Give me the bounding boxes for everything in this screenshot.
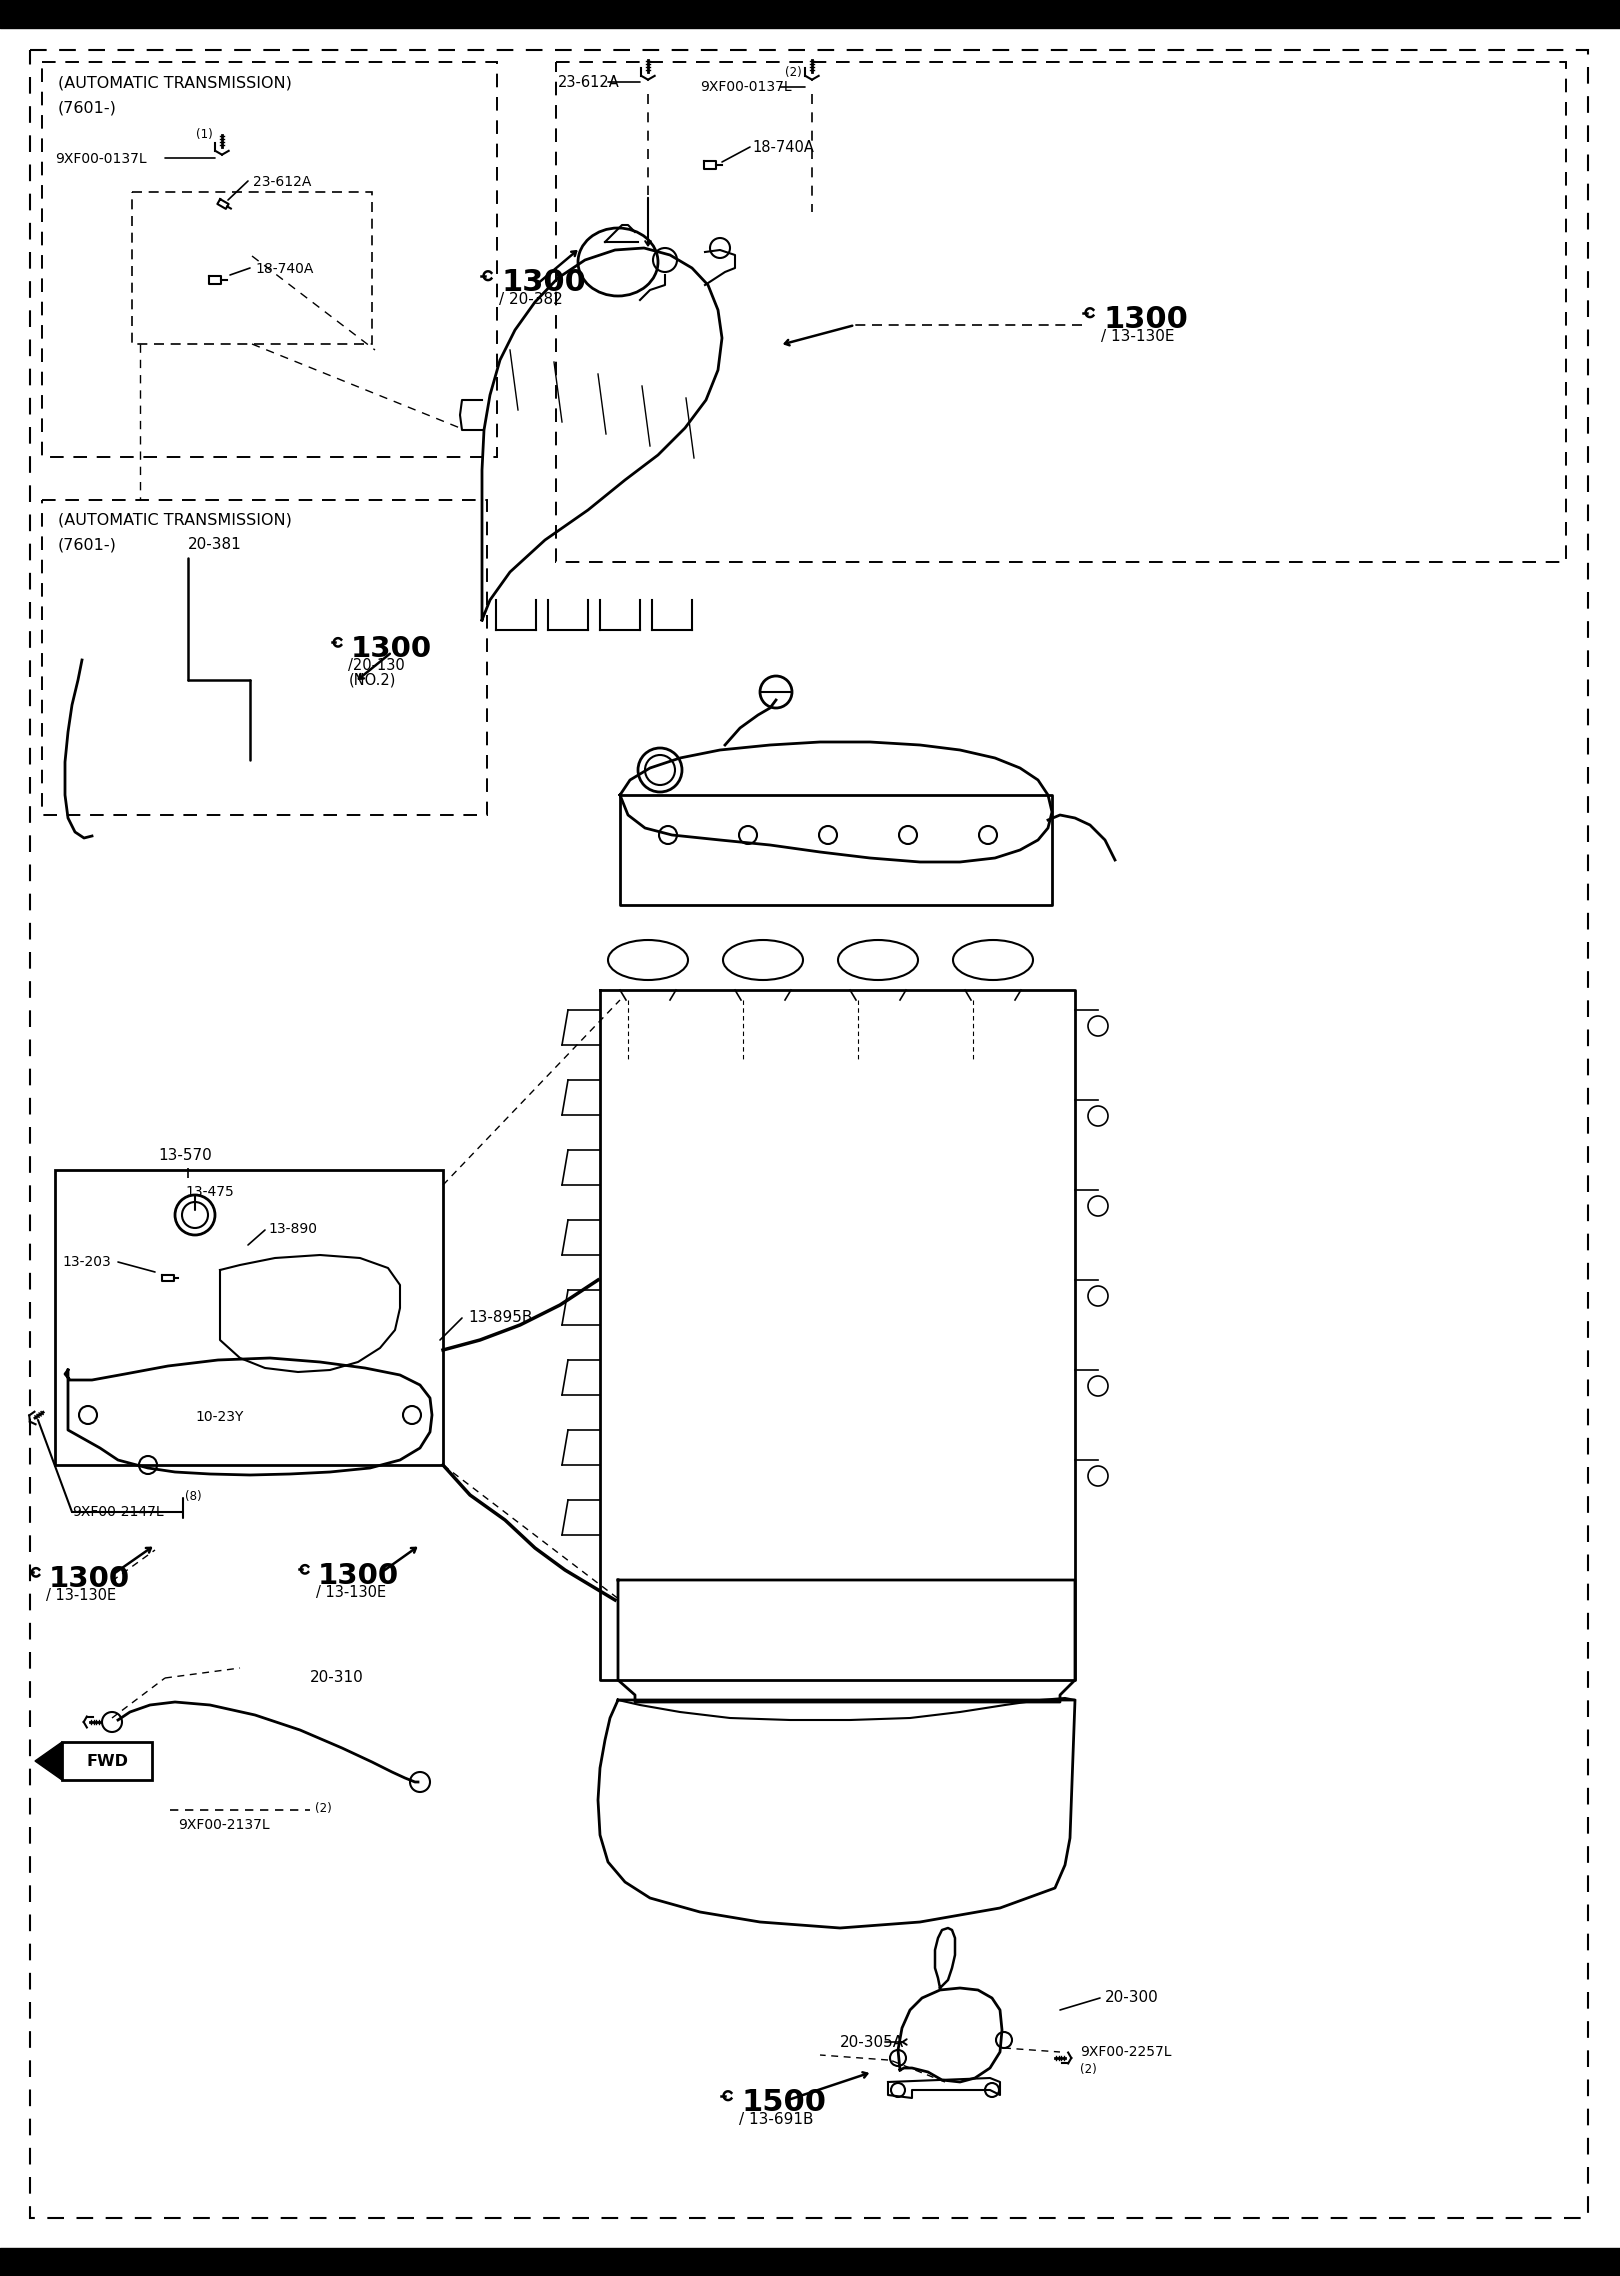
Text: / 13-130E: / 13-130E (47, 1589, 117, 1602)
Text: (NO.2): (NO.2) (348, 674, 395, 687)
Bar (42, 61, 497, 457)
Text: 20-305A: 20-305A (841, 2035, 904, 2051)
Text: 18-740A: 18-740A (752, 141, 813, 155)
Text: 9XF00-0137L: 9XF00-0137L (55, 152, 147, 166)
Text: 13-570: 13-570 (159, 1147, 212, 1163)
Bar (131, 191, 373, 344)
Text: 1300: 1300 (49, 1566, 130, 1593)
Text: 9XF00-2257L: 9XF00-2257L (1081, 2046, 1171, 2060)
Text: (8): (8) (185, 1491, 201, 1502)
Text: FWD: FWD (86, 1753, 128, 1768)
Text: (2): (2) (1081, 2062, 1097, 2076)
FancyBboxPatch shape (62, 1741, 152, 1780)
Text: /20-130: /20-130 (348, 658, 405, 674)
Text: 20-310: 20-310 (309, 1671, 364, 1684)
Text: 9XF00-0137L: 9XF00-0137L (700, 80, 792, 93)
Text: (7601-): (7601-) (58, 100, 117, 116)
Text: / 20-382: / 20-382 (499, 291, 562, 307)
Text: 1300: 1300 (350, 635, 431, 662)
Text: 13-895B: 13-895B (468, 1311, 533, 1325)
Text: 13-203: 13-203 (62, 1254, 110, 1270)
Text: 20-300: 20-300 (1105, 1989, 1158, 2005)
Text: / 13-130E: / 13-130E (1102, 330, 1174, 344)
Text: 10-23Y: 10-23Y (194, 1411, 243, 1425)
Polygon shape (36, 1741, 62, 1780)
Text: 1300: 1300 (1103, 305, 1187, 335)
Text: (2): (2) (314, 1803, 332, 1814)
Text: (AUTOMATIC TRANSMISSION): (AUTOMATIC TRANSMISSION) (58, 75, 292, 91)
Text: (1): (1) (196, 127, 212, 141)
Text: 18-740A: 18-740A (254, 262, 313, 275)
Text: 13-890: 13-890 (267, 1222, 318, 1236)
Text: (2): (2) (786, 66, 802, 80)
Text: 23-612A: 23-612A (253, 175, 311, 189)
Text: 9XF00-2137L: 9XF00-2137L (178, 1819, 269, 1832)
Text: 13-475: 13-475 (185, 1186, 233, 1199)
Bar (55, 1170, 442, 1466)
Text: / 13-130E: / 13-130E (316, 1584, 386, 1600)
Text: 1300: 1300 (318, 1561, 399, 1591)
Text: / 13-691B: / 13-691B (739, 2112, 813, 2128)
Text: (7601-): (7601-) (58, 537, 117, 553)
Text: (AUTOMATIC TRANSMISSION): (AUTOMATIC TRANSMISSION) (58, 512, 292, 528)
Text: 23-612A: 23-612A (557, 75, 620, 91)
Text: 9XF00-2147L: 9XF00-2147L (71, 1504, 164, 1518)
Text: 20-381: 20-381 (188, 537, 241, 553)
Text: 1300: 1300 (501, 269, 586, 296)
Text: 1500: 1500 (742, 2087, 826, 2117)
Bar (556, 61, 1567, 562)
Bar (42, 501, 488, 815)
